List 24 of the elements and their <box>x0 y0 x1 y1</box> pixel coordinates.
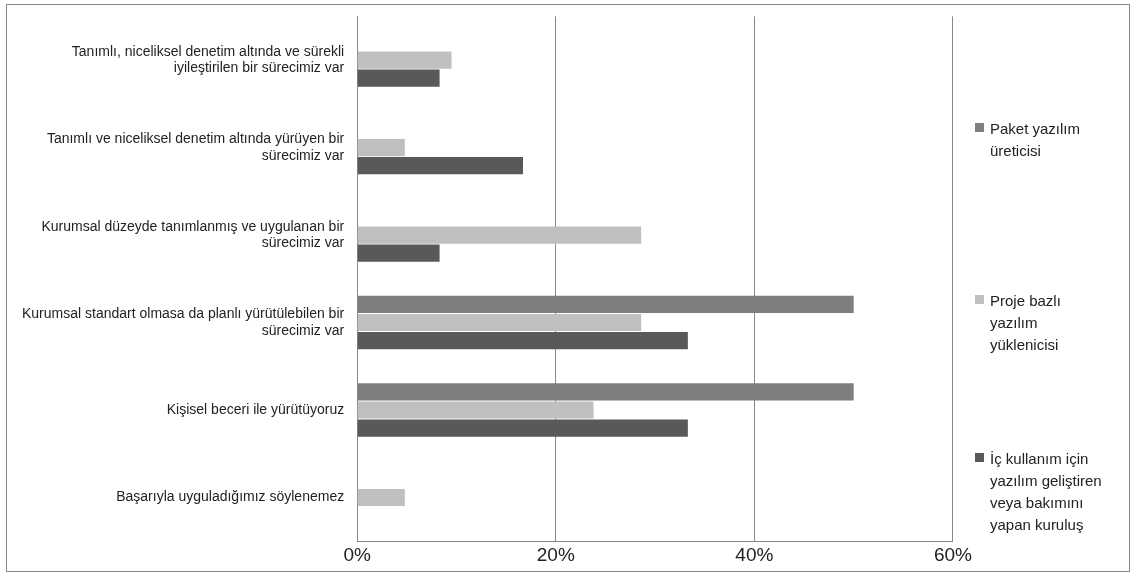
x-tick-label: 40% <box>735 543 774 565</box>
y-tick-label: Kurumsal düzeyde tanımlanmış ve uygulanan bir sürecimiz var <box>41 217 345 251</box>
y-tick-label: Tanımlı ve niceliksel denetim altında yürüyen bir sürecimiz var <box>46 130 345 163</box>
x-tick-label: 20% <box>536 543 575 565</box>
bar <box>357 139 405 157</box>
bar <box>357 69 440 87</box>
y-tick-label: Kurumsal standart olmasa da planlı yürütülebilen bir sürecimiz var <box>22 304 345 338</box>
bar <box>357 332 688 350</box>
bar <box>357 51 452 69</box>
legend-label: Proje bazlı yazılım yüklenicisi <box>990 291 1062 355</box>
y-tick-label: Başarıyla uyguladığımız söylenemez <box>116 488 345 505</box>
x-tick-label: 0% <box>343 543 371 565</box>
x-tick-label: 60% <box>933 543 973 565</box>
bar <box>357 244 440 262</box>
bar <box>357 157 524 175</box>
legend-label: İç kullanım için yazılım geliştiren veya bakımını yapan kuruluş <box>990 449 1103 535</box>
legend-label: Paket yazılım üreticisi <box>990 119 1082 161</box>
bar <box>357 313 642 332</box>
bar <box>357 226 642 244</box>
y-tick-label: Kişisel beceri ile yürütüyoruz <box>166 400 345 417</box>
y-tick-label: Tanımlı, niceliksel denetim altında ve sürekli iyileştirilen bir sürecimiz var <box>71 42 345 76</box>
bar <box>357 488 405 507</box>
bar <box>357 419 688 437</box>
bar <box>357 401 594 419</box>
